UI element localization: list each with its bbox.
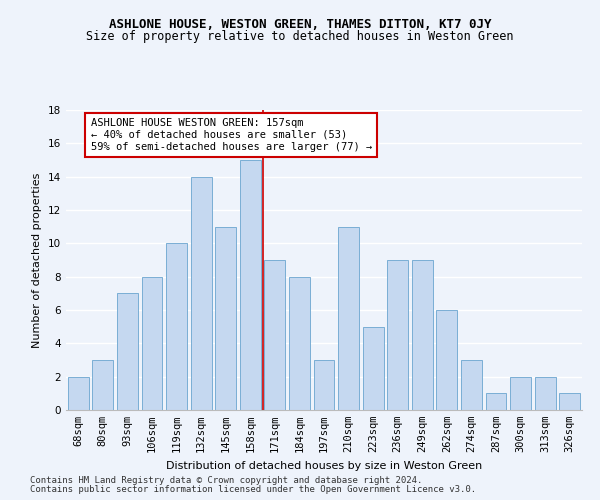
Bar — [240, 160, 261, 410]
Bar — [191, 176, 212, 410]
Bar — [362, 326, 383, 410]
Bar — [117, 294, 138, 410]
Bar — [510, 376, 531, 410]
Bar — [142, 276, 163, 410]
Bar — [92, 360, 113, 410]
Text: Contains public sector information licensed under the Open Government Licence v3: Contains public sector information licen… — [30, 485, 476, 494]
Y-axis label: Number of detached properties: Number of detached properties — [32, 172, 43, 348]
Bar — [387, 260, 408, 410]
Bar — [559, 394, 580, 410]
Bar — [289, 276, 310, 410]
Text: Size of property relative to detached houses in Weston Green: Size of property relative to detached ho… — [86, 30, 514, 43]
Bar — [338, 226, 359, 410]
Bar — [265, 260, 286, 410]
Bar — [166, 244, 187, 410]
Bar — [436, 310, 457, 410]
Text: ASHLONE HOUSE, WESTON GREEN, THAMES DITTON, KT7 0JY: ASHLONE HOUSE, WESTON GREEN, THAMES DITT… — [109, 18, 491, 30]
Bar — [215, 226, 236, 410]
Bar — [461, 360, 482, 410]
Bar — [535, 376, 556, 410]
Bar — [412, 260, 433, 410]
X-axis label: Distribution of detached houses by size in Weston Green: Distribution of detached houses by size … — [166, 460, 482, 470]
Bar — [68, 376, 89, 410]
Text: ASHLONE HOUSE WESTON GREEN: 157sqm
← 40% of detached houses are smaller (53)
59%: ASHLONE HOUSE WESTON GREEN: 157sqm ← 40%… — [91, 118, 372, 152]
Bar — [314, 360, 334, 410]
Text: Contains HM Land Registry data © Crown copyright and database right 2024.: Contains HM Land Registry data © Crown c… — [30, 476, 422, 485]
Bar — [485, 394, 506, 410]
